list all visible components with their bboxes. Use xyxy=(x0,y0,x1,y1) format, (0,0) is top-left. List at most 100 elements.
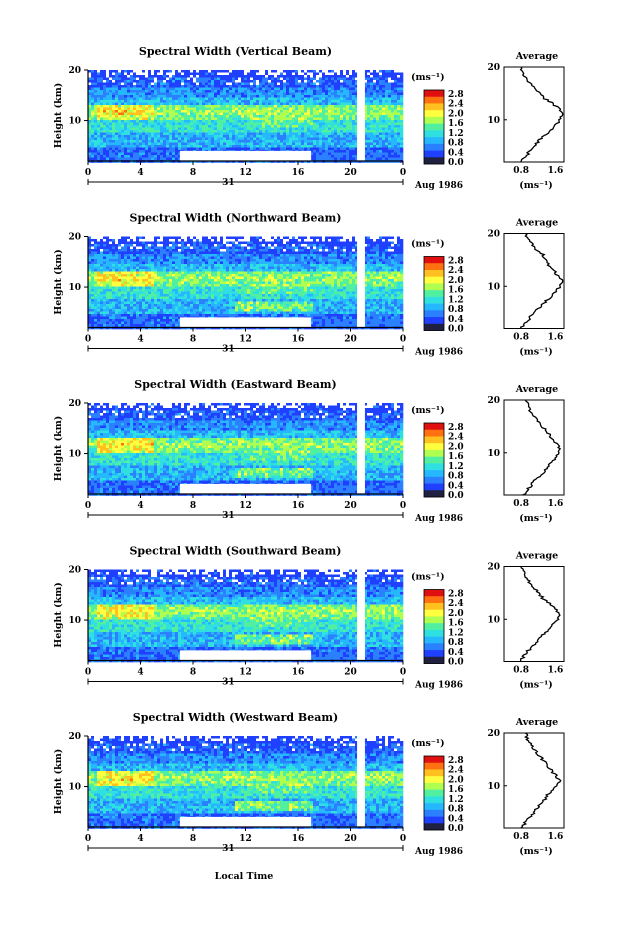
avg-x-tick-label: 0.8 xyxy=(513,499,529,509)
panel-title: Spectral Width (Northward Beam) xyxy=(130,212,342,225)
colorbar-segment xyxy=(424,157,444,164)
colorbar-segment xyxy=(424,110,444,117)
colorbar-tick-label: 0.8 xyxy=(448,472,464,482)
colorbar-segment xyxy=(424,450,444,457)
avg-x-axis-label: (ms⁻¹) xyxy=(519,180,553,191)
colorbar-segment xyxy=(424,310,444,317)
colorbar-segment xyxy=(424,643,444,650)
average-title: Average xyxy=(515,218,558,229)
x-tick-label: 0 xyxy=(85,168,91,178)
panel-3: Spectral Width (Eastward Beam)1020Height… xyxy=(53,378,564,524)
avg-x-tick-label: 0.8 xyxy=(513,666,529,676)
day-label: 31 xyxy=(222,178,235,188)
colorbar-segment xyxy=(424,470,444,477)
average-frame xyxy=(504,67,564,162)
colorbar-segment xyxy=(424,103,444,110)
avg-x-tick-label: 1.6 xyxy=(548,666,564,676)
average-title: Average xyxy=(515,384,558,395)
colorbar-segment xyxy=(424,590,444,597)
colorbar-tick-label: 2.8 xyxy=(448,756,464,766)
colorbar-tick-label: 1.6 xyxy=(448,119,464,129)
colorbar-tick-label: 0.0 xyxy=(448,824,464,834)
colorbar-segment xyxy=(424,769,444,776)
avg-x-axis-label: (ms⁻¹) xyxy=(519,846,553,857)
colorbar-tick-label: 0.4 xyxy=(448,315,464,325)
y-tick-label: 10 xyxy=(68,283,81,293)
month-label: Aug 1986 xyxy=(414,847,463,857)
y-axis-label: Height (km) xyxy=(53,582,64,648)
x-tick-label: 0 xyxy=(400,168,406,178)
colorbar-segment xyxy=(424,783,444,790)
colorbar-tick-label: 0.8 xyxy=(448,805,464,815)
x-tick-label: 16 xyxy=(292,168,305,178)
y-tick-label: 10 xyxy=(68,117,81,127)
colorbar-segment xyxy=(424,124,444,131)
colorbar-segment xyxy=(424,304,444,311)
colorbar-segment xyxy=(424,117,444,124)
colorbar-segment xyxy=(424,130,444,137)
colorbar-tick-label: 1.2 xyxy=(448,462,464,472)
colorbar-segment xyxy=(424,796,444,803)
colorbar-tick-label: 1.2 xyxy=(448,795,464,805)
colorbar-tick-label: 2.4 xyxy=(448,766,464,776)
colorbar-tick-label: 1.2 xyxy=(448,628,464,638)
colorbar-segment xyxy=(424,490,444,497)
colorbar-tick-label: 0.4 xyxy=(448,814,464,824)
colorbar-segment xyxy=(424,477,444,484)
colorbar-tick-label: 1.6 xyxy=(448,452,464,462)
x-tick-label: 4 xyxy=(137,834,143,844)
month-label: Aug 1986 xyxy=(414,348,463,358)
data-gap xyxy=(180,650,311,661)
colorbar-segment xyxy=(424,144,444,151)
avg-y-tick-label: 10 xyxy=(487,282,500,292)
colorbar-tick-label: 2.0 xyxy=(448,109,464,119)
colorbar-tick-label: 2.4 xyxy=(448,599,464,609)
avg-x-tick-label: 1.6 xyxy=(548,832,564,842)
day-label: 31 xyxy=(222,678,235,688)
x-tick-label: 20 xyxy=(344,168,357,178)
colorbar-segment xyxy=(424,610,444,617)
colorbar-segment xyxy=(424,756,444,763)
colorbar-segment xyxy=(424,763,444,770)
x-tick-label: 4 xyxy=(137,168,143,178)
colorbar-unit: (ms⁻¹) xyxy=(411,239,445,250)
colorbar-tick-label: 2.0 xyxy=(448,609,464,619)
colorbar-tick-label: 2.8 xyxy=(448,90,464,100)
avg-y-tick-label: 10 xyxy=(487,782,500,792)
x-tick-label: 20 xyxy=(344,501,357,511)
data-gap xyxy=(357,403,365,495)
colorbar-segment xyxy=(424,776,444,783)
colorbar-tick-label: 2.4 xyxy=(448,433,464,443)
colorbar-segment xyxy=(424,650,444,657)
colorbar-tick-label: 1.6 xyxy=(448,619,464,629)
avg-y-tick-label: 20 xyxy=(487,63,500,73)
colorbar-segment xyxy=(424,463,444,470)
colorbar-unit: (ms⁻¹) xyxy=(411,572,445,583)
month-label: Aug 1986 xyxy=(414,181,463,191)
y-axis-label: Height (km) xyxy=(53,749,64,815)
y-tick-label: 20 xyxy=(68,566,81,576)
y-tick-label: 20 xyxy=(68,233,81,243)
data-gap xyxy=(357,237,365,329)
x-tick-label: 0 xyxy=(85,335,91,345)
colorbar-segment xyxy=(424,596,444,603)
x-tick-label: 4 xyxy=(137,501,143,511)
data-gap xyxy=(357,736,365,828)
colorbar-tick-label: 1.2 xyxy=(448,295,464,305)
avg-x-tick-label: 1.6 xyxy=(548,333,564,343)
data-gap xyxy=(357,570,365,662)
x-tick-label: 0 xyxy=(400,501,406,511)
colorbar-segment xyxy=(424,137,444,144)
colorbar-segment xyxy=(424,430,444,437)
avg-x-tick-label: 1.6 xyxy=(548,499,564,509)
colorbar-tick-label: 0.4 xyxy=(448,148,464,158)
colorbar-tick-label: 2.4 xyxy=(448,100,464,110)
x-tick-label: 12 xyxy=(239,501,252,511)
colorbar-segment xyxy=(424,823,444,830)
colorbar-tick-label: 0.0 xyxy=(448,325,464,335)
x-tick-label: 0 xyxy=(400,335,406,345)
colorbar-segment xyxy=(424,277,444,284)
heatmap-cells xyxy=(88,70,403,163)
panel-title: Spectral Width (Eastward Beam) xyxy=(134,378,336,391)
x-tick-label: 8 xyxy=(190,168,196,178)
